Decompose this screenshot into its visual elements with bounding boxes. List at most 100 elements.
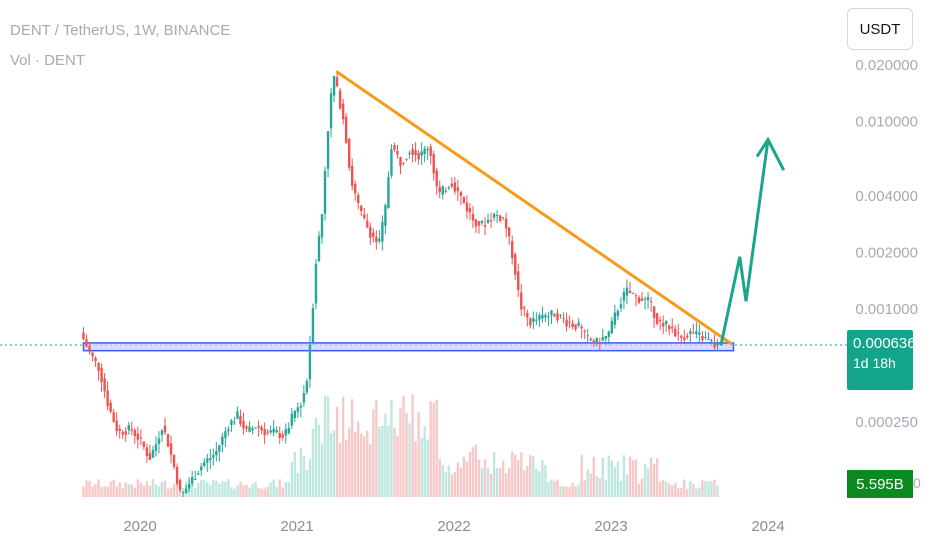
volume-bar	[411, 394, 414, 497]
candle-body	[559, 315, 562, 317]
volume-bar	[465, 461, 469, 497]
volume-bar	[468, 451, 472, 497]
volume-bar	[172, 484, 176, 497]
candle-body	[175, 466, 179, 485]
candle-body	[710, 340, 713, 342]
volume-bar	[652, 463, 656, 497]
candle-body	[166, 434, 170, 447]
candle-body	[384, 205, 387, 226]
volume-bar	[658, 481, 662, 497]
candle-body	[619, 304, 623, 309]
candle-body	[163, 425, 167, 433]
volume-bar	[302, 455, 306, 497]
candle-body	[118, 428, 121, 431]
volume-bar	[646, 468, 650, 497]
volume-bar	[82, 486, 85, 497]
candle-body	[221, 436, 224, 445]
currency-button[interactable]: USDT	[847, 8, 913, 50]
candle-body	[689, 331, 692, 334]
volume-bar	[103, 486, 106, 497]
candle-body	[154, 444, 158, 451]
candle-body	[320, 214, 324, 238]
volume-bar	[450, 474, 454, 497]
volume-bar	[402, 396, 405, 497]
volume-bar	[266, 486, 269, 497]
candle-body	[514, 254, 517, 275]
volume-bar	[369, 444, 372, 497]
volume-bar	[631, 460, 635, 497]
volume-bar	[692, 484, 695, 497]
volume-bar	[689, 480, 692, 497]
volume-bar	[520, 452, 523, 497]
candle-body	[453, 182, 457, 192]
last-price-tag: 0.000636 1d 18h	[847, 330, 916, 390]
candle-body	[323, 170, 327, 214]
candle-body	[504, 218, 508, 229]
volume-bar	[221, 481, 224, 497]
volume-bar	[341, 396, 345, 497]
candle-body	[661, 323, 665, 327]
candle-body	[444, 190, 447, 192]
candle-body	[190, 477, 194, 484]
support-zone[interactable]	[82, 342, 735, 352]
volume-bar	[212, 479, 215, 497]
candle-body	[495, 214, 499, 216]
volume-bar	[495, 468, 499, 497]
volume-bar	[547, 481, 550, 497]
volume-bar	[320, 443, 324, 497]
volume-bar	[363, 436, 366, 497]
candle-body	[589, 338, 592, 341]
candle-body	[405, 158, 408, 160]
candle-body	[372, 232, 375, 238]
volume-bar	[121, 488, 124, 497]
volume-bar	[616, 461, 620, 497]
volume-bar	[317, 424, 321, 497]
descending-trendline[interactable]	[335, 70, 733, 346]
volume-bar	[357, 421, 360, 497]
candle-body	[686, 335, 689, 338]
volume-bar	[483, 459, 487, 497]
candle-body	[287, 427, 290, 434]
candle-body	[148, 453, 152, 460]
candle-body	[209, 458, 212, 461]
volume-bar	[604, 479, 608, 497]
candle-body	[532, 318, 535, 322]
candle-body	[88, 345, 91, 352]
volume-bar	[88, 481, 91, 497]
candle-body	[299, 406, 303, 408]
volume-bar	[233, 488, 236, 497]
y-tick-label: 0.000250	[855, 414, 918, 431]
volume-bar	[329, 433, 333, 497]
volume-bar	[163, 480, 167, 497]
y-tick-label: 0.004000	[855, 188, 918, 205]
candle-body	[414, 150, 417, 155]
volume-bar	[299, 448, 303, 497]
volume-bar	[332, 430, 336, 497]
candle-body	[553, 314, 556, 317]
candle-body	[598, 342, 601, 344]
candle-body	[375, 236, 378, 243]
volume-bar	[85, 480, 88, 497]
candle-body	[335, 77, 339, 87]
candle-body	[218, 445, 221, 452]
volume-bar	[347, 427, 351, 497]
candle-body	[523, 307, 526, 309]
volume-bar	[586, 469, 589, 497]
candle-body	[565, 319, 568, 327]
candle-body	[634, 295, 638, 297]
volume-bar	[571, 482, 574, 497]
projection-arrow[interactable]	[719, 136, 786, 346]
candle-body	[713, 342, 716, 348]
volume-bar	[695, 488, 698, 497]
volume-bar	[154, 484, 158, 497]
volume-bar	[501, 460, 505, 497]
candle-body	[704, 336, 707, 338]
volume-bar	[206, 482, 209, 497]
volume-bar	[438, 458, 441, 497]
volume-bar	[305, 469, 309, 497]
volume-bar	[245, 484, 248, 497]
volume-bar	[142, 485, 146, 497]
candle-body	[390, 149, 393, 176]
volume-bar	[260, 488, 263, 497]
